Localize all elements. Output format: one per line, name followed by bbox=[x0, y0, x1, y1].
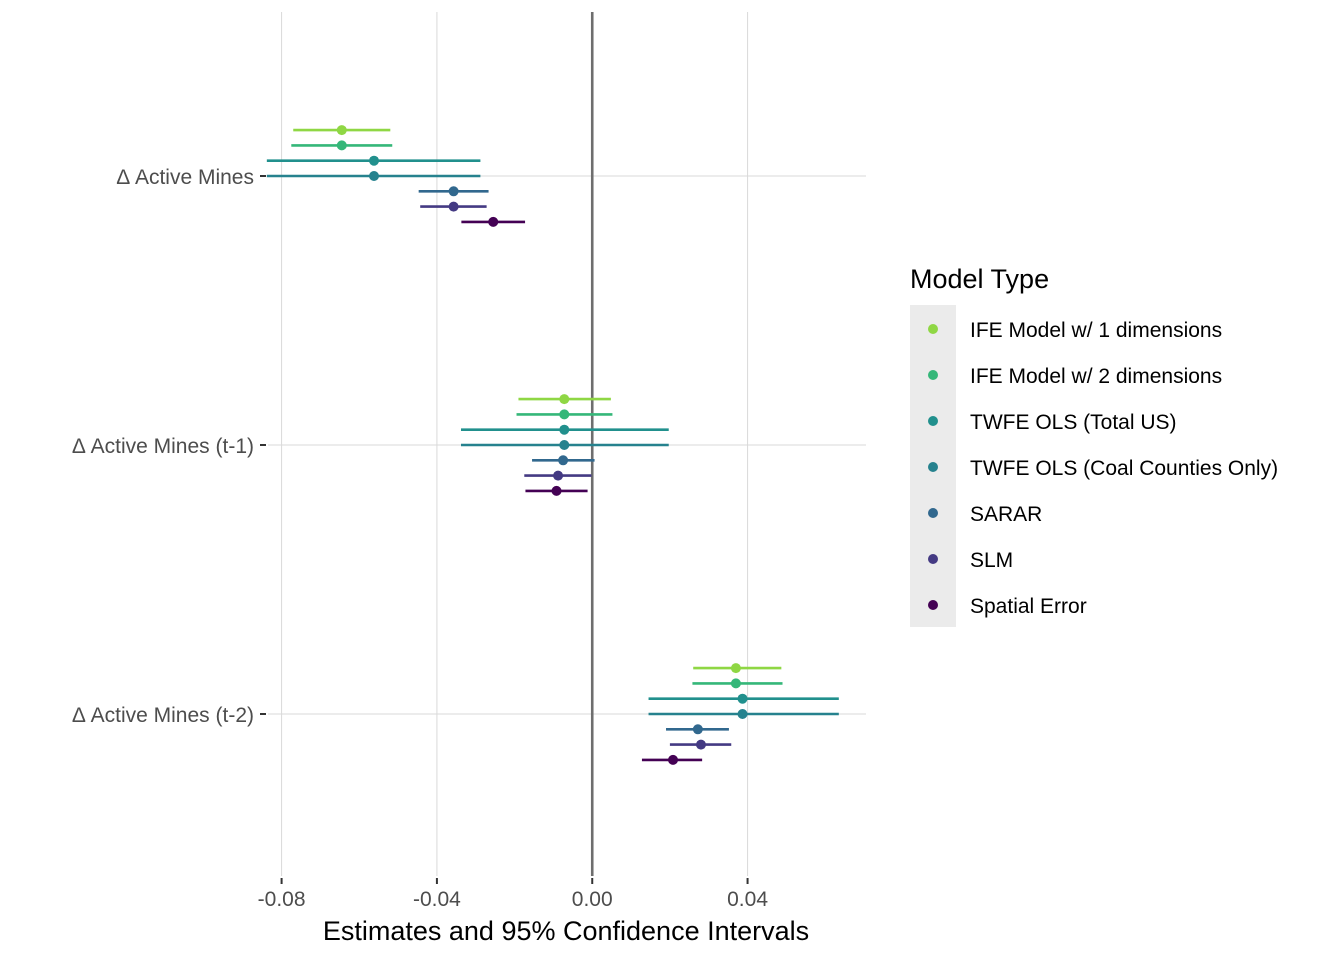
estimate-point bbox=[336, 140, 347, 151]
estimate-point bbox=[336, 125, 347, 136]
legend-label: Spatial Error bbox=[970, 595, 1087, 618]
legend-swatch bbox=[928, 370, 938, 380]
legend-swatch bbox=[928, 554, 938, 564]
legend-swatch bbox=[928, 600, 938, 610]
legend: Model Type IFE Model w/ 1 dimensionsIFE … bbox=[910, 264, 1278, 627]
estimate-point bbox=[448, 186, 459, 197]
estimate-point bbox=[559, 394, 570, 405]
legend-swatch bbox=[928, 508, 938, 518]
estimate-point bbox=[369, 171, 380, 181]
estimate-point bbox=[737, 693, 748, 704]
estimate-point bbox=[448, 201, 459, 212]
estimate-point bbox=[737, 709, 748, 719]
legend-label: TWFE OLS (Total US) bbox=[970, 411, 1177, 434]
x-tick-label: -0.08 bbox=[258, 888, 306, 911]
estimate-point bbox=[668, 754, 679, 765]
estimate-point bbox=[730, 678, 741, 689]
estimate-point bbox=[730, 663, 741, 674]
estimate-point bbox=[559, 409, 570, 420]
y-tick-label: Δ Active Mines bbox=[116, 166, 254, 189]
x-tick-label: 0.00 bbox=[572, 888, 613, 911]
x-tick-label: -0.04 bbox=[413, 888, 461, 911]
legend-label: SARAR bbox=[970, 503, 1042, 526]
estimate-point bbox=[559, 424, 570, 435]
legend-swatch bbox=[928, 462, 938, 472]
y-tick-label: Δ Active Mines (t-1) bbox=[72, 435, 254, 458]
legend-items: IFE Model w/ 1 dimensions IFE Model w/ 2 … bbox=[928, 319, 1278, 618]
legend-label: SLM bbox=[970, 549, 1013, 572]
estimate-point bbox=[559, 440, 570, 450]
x-axis: -0.08 -0.04 0.00 0.04 bbox=[258, 878, 768, 911]
legend-label: IFE Model w/ 2 dimensions bbox=[970, 365, 1222, 388]
estimate-point bbox=[695, 739, 706, 750]
legend-title: Model Type bbox=[910, 264, 1049, 294]
y-tick-label: Δ Active Mines (t-2) bbox=[72, 704, 254, 727]
legend-label: TWFE OLS (Coal Counties Only) bbox=[970, 457, 1278, 480]
estimate-point bbox=[369, 155, 380, 166]
estimate-point bbox=[558, 455, 569, 466]
y-axis: Δ Active Mines Δ Active Mines (t-1) Δ Acti… bbox=[72, 166, 266, 727]
estimate-point bbox=[692, 724, 703, 735]
legend-swatch bbox=[928, 324, 938, 334]
x-tick-label: 0.04 bbox=[727, 888, 768, 911]
legend-label: IFE Model w/ 1 dimensions bbox=[970, 319, 1222, 342]
marks bbox=[266, 125, 839, 765]
estimate-point bbox=[551, 485, 562, 496]
estimate-point bbox=[488, 216, 499, 227]
legend-swatch bbox=[928, 416, 938, 426]
x-axis-title: Estimates and 95% Confidence Intervals bbox=[323, 916, 809, 946]
estimate-point bbox=[553, 470, 564, 481]
